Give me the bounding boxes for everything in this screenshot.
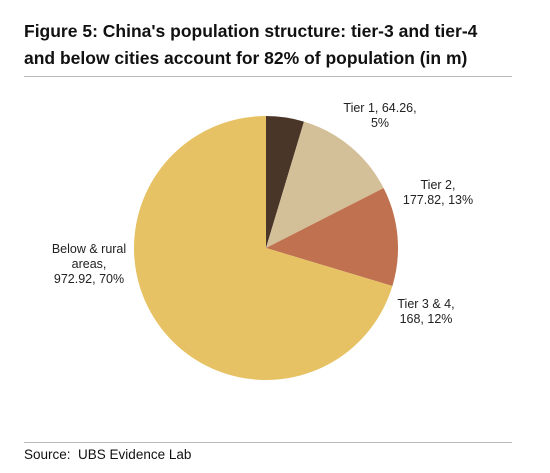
pie-slice-tier-1 (266, 116, 304, 248)
slice-label-line: 168, 12% (400, 312, 453, 326)
slice-label-line: 972.92, 70% (54, 272, 124, 286)
slice-label-line: 5% (371, 116, 389, 130)
chart-title-line-1: Figure 5: China's population structure: … (24, 21, 478, 41)
source-label: Source: (24, 447, 71, 462)
chart-title-line-2: and below cities account for 82% of popu… (24, 48, 468, 68)
source-note: Source: UBS Evidence Lab (24, 447, 191, 462)
chart-title: Figure 5: China's population structure: … (24, 18, 529, 72)
slice-label-line: areas, (72, 257, 107, 271)
slice-label-tier-2: Tier 2, 177.82, 13% (403, 178, 473, 207)
slice-label-line: Tier 1, 64.26, (343, 101, 416, 115)
pie-slice-below-rural-areas (133, 116, 393, 380)
slice-label-line: Tier 3 & 4, (397, 297, 454, 311)
top-divider (24, 76, 512, 77)
slice-label-tier-1: Tier 1, 64.26, 5% (343, 101, 416, 130)
pie-slice-tier-3-4 (266, 188, 398, 287)
slice-label-line: Below & rural (52, 242, 126, 256)
source-text: UBS Evidence Lab (78, 447, 192, 462)
slice-label-line: Tier 2, (421, 178, 456, 192)
pie-slice-tier-2 (266, 121, 384, 248)
slice-label-line: 177.82, 13% (403, 193, 473, 207)
slice-label-below-rural-areas: Below & rural areas, 972.92, 70% (52, 242, 126, 286)
slice-label-tier-3-4: Tier 3 & 4, 168, 12% (397, 297, 454, 326)
bottom-divider (24, 442, 512, 443)
